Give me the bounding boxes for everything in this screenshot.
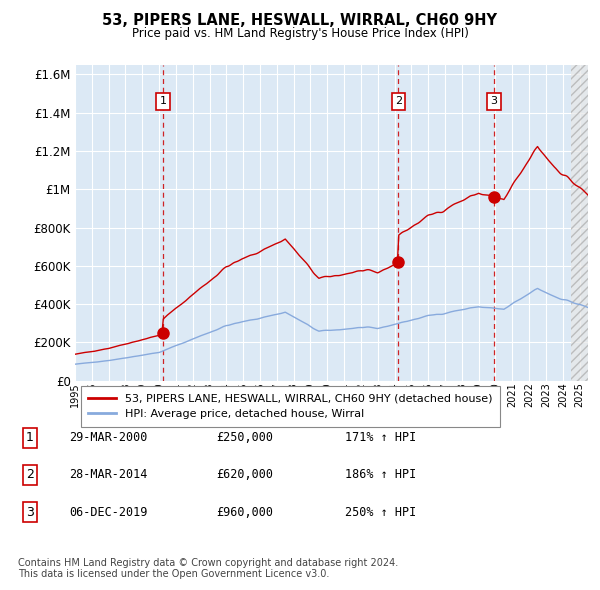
Text: 3: 3 [26,506,34,519]
Text: £960,000: £960,000 [216,506,273,519]
Text: 3: 3 [491,96,497,106]
Text: £250,000: £250,000 [216,431,273,444]
Text: 28-MAR-2014: 28-MAR-2014 [69,468,148,481]
Text: Contains HM Land Registry data © Crown copyright and database right 2024.
This d: Contains HM Land Registry data © Crown c… [18,558,398,579]
Text: 250% ↑ HPI: 250% ↑ HPI [345,506,416,519]
Text: 2: 2 [26,468,34,481]
Text: 171% ↑ HPI: 171% ↑ HPI [345,431,416,444]
Text: 1: 1 [26,431,34,444]
Text: 1: 1 [160,96,166,106]
Bar [571,65,588,381]
Legend: 53, PIPERS LANE, HESWALL, WIRRAL, CH60 9HY (detached house), HPI: Average price,: 53, PIPERS LANE, HESWALL, WIRRAL, CH60 9… [80,386,500,427]
Text: £620,000: £620,000 [216,468,273,481]
Text: 29-MAR-2000: 29-MAR-2000 [69,431,148,444]
Text: 2: 2 [395,96,402,106]
Text: 186% ↑ HPI: 186% ↑ HPI [345,468,416,481]
Text: Price paid vs. HM Land Registry's House Price Index (HPI): Price paid vs. HM Land Registry's House … [131,27,469,40]
Text: 06-DEC-2019: 06-DEC-2019 [69,506,148,519]
Text: 53, PIPERS LANE, HESWALL, WIRRAL, CH60 9HY: 53, PIPERS LANE, HESWALL, WIRRAL, CH60 9… [103,13,497,28]
